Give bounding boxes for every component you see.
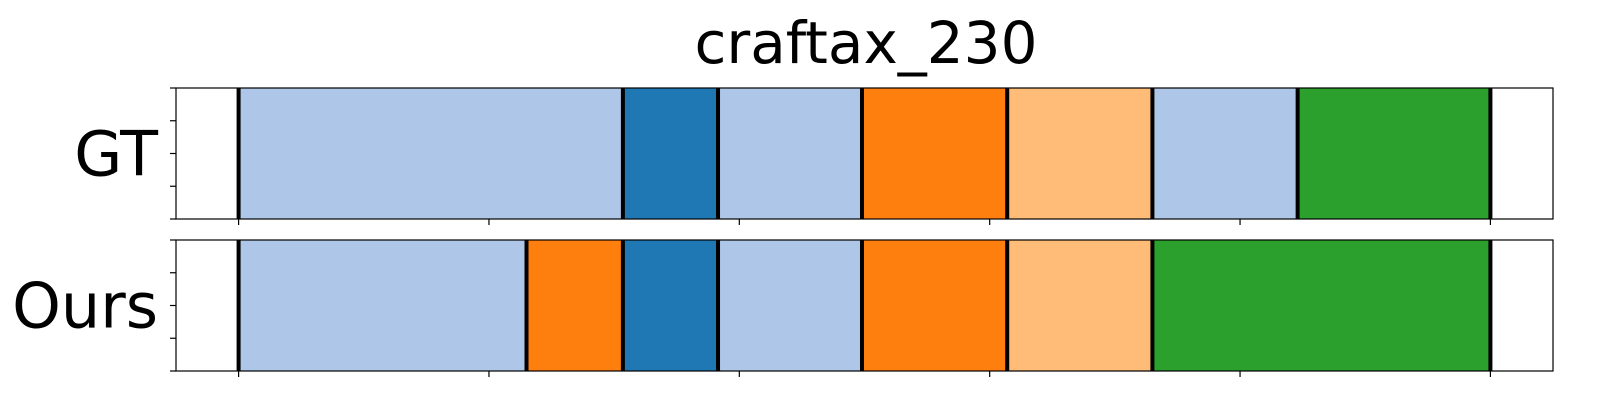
segment-gt-3 <box>861 88 1008 219</box>
segment-ours-0 <box>238 240 527 371</box>
chart-panels: GT Ours <box>12 87 1554 377</box>
segment-ours-2 <box>622 240 719 371</box>
segment-gt-5 <box>1152 88 1298 219</box>
segment-gt-1 <box>622 88 719 219</box>
segment-ours-5 <box>1007 240 1153 371</box>
segment-gt-4 <box>1007 88 1153 219</box>
segment-ours-1 <box>526 240 623 371</box>
segment-gt-2 <box>718 88 862 219</box>
segment-ours-3 <box>718 240 862 371</box>
segment-ours-4 <box>861 240 1008 371</box>
row-label-ours: Ours <box>12 270 158 343</box>
segment-gt-0 <box>238 88 623 219</box>
row-label-gt: GT <box>74 118 159 191</box>
chart-title: craftax_230 <box>695 9 1038 77</box>
segment-gt-6 <box>1297 88 1491 219</box>
segment-ours-6 <box>1152 240 1491 371</box>
